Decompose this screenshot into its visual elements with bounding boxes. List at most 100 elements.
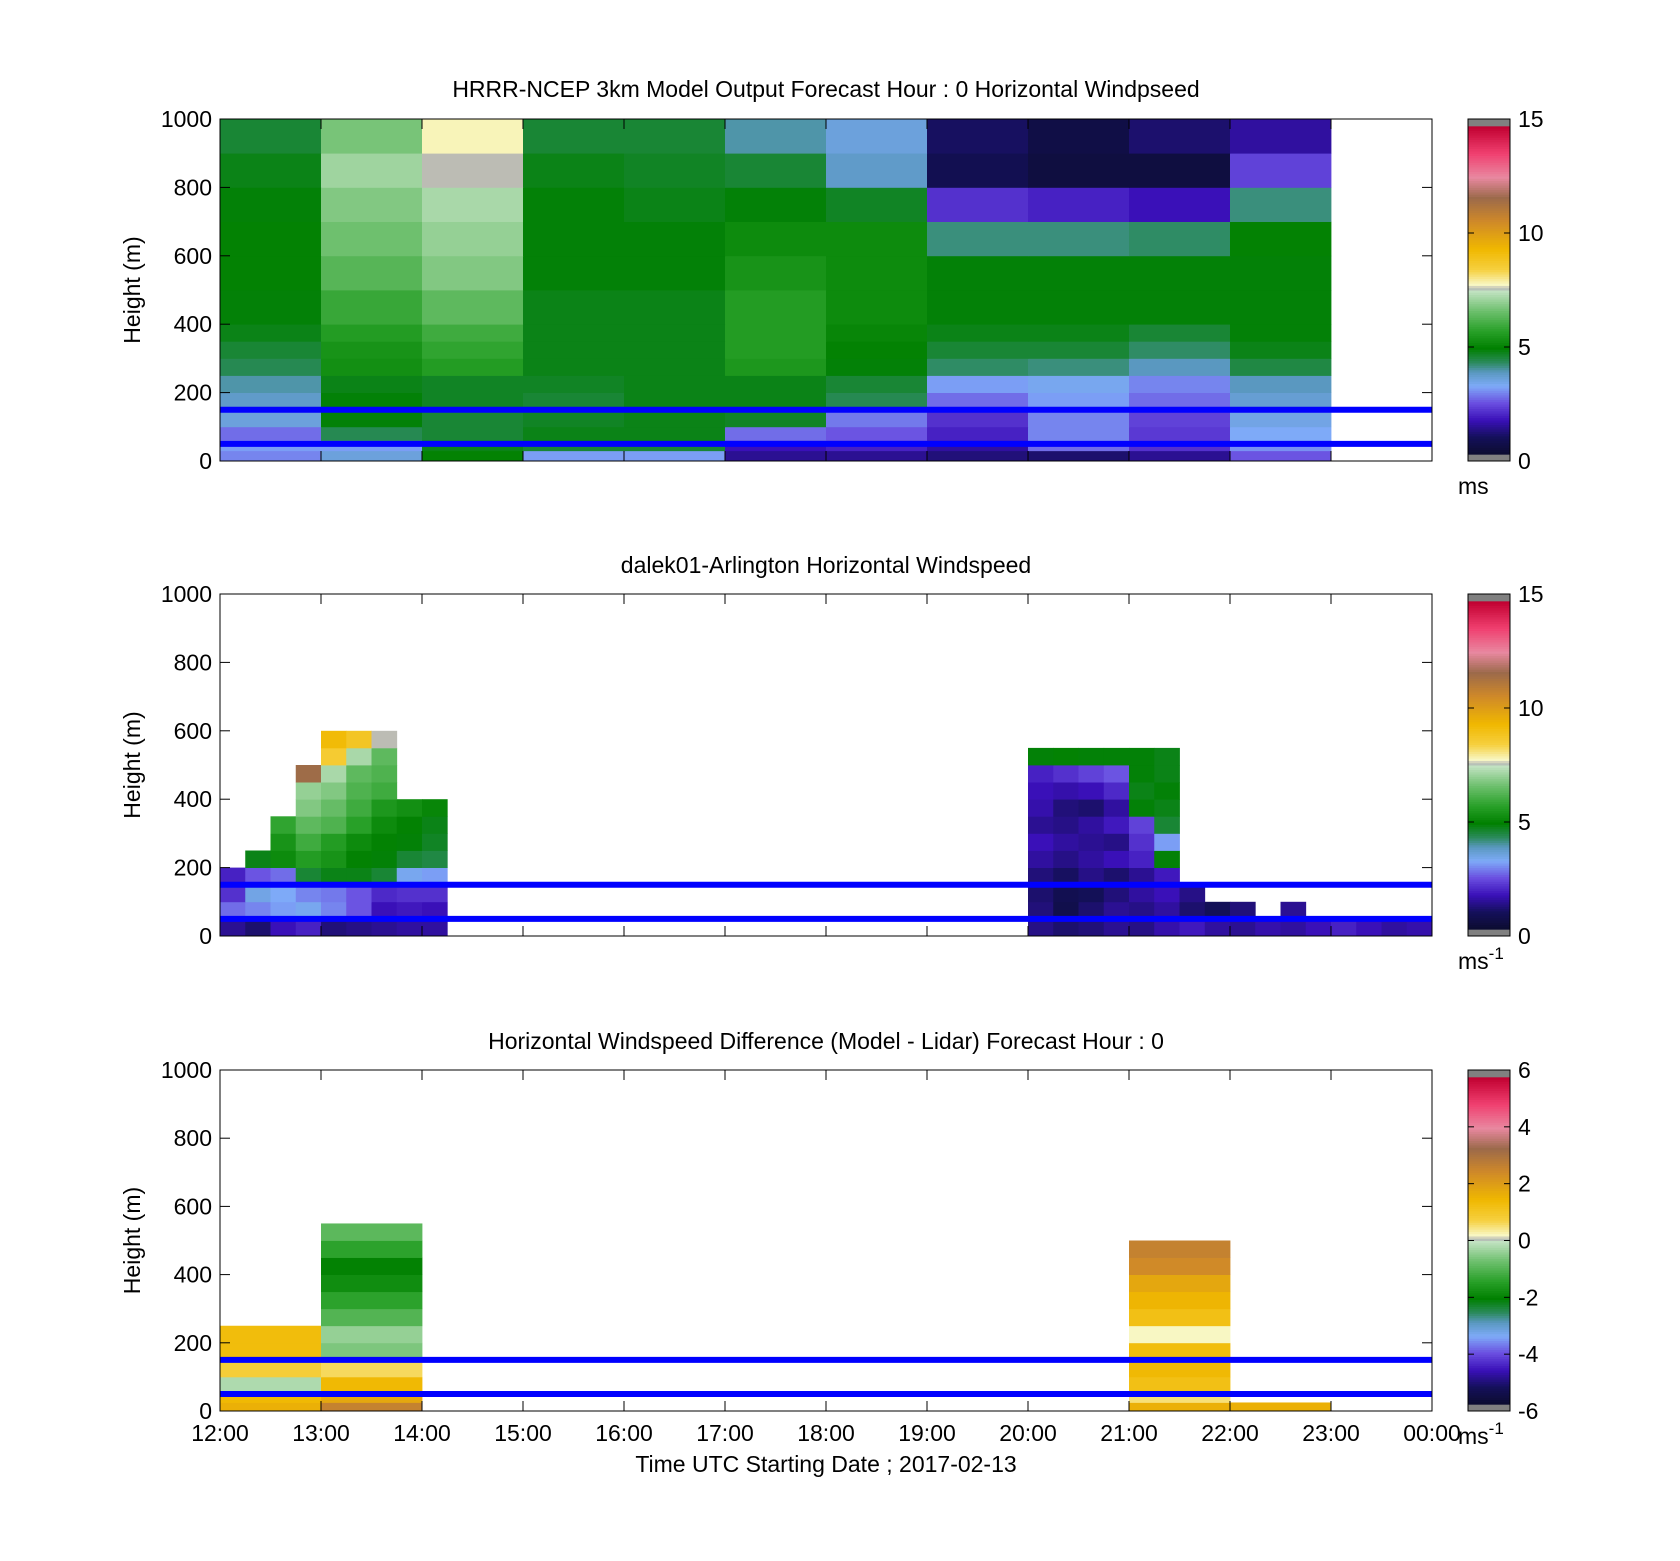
colorbar-swatch <box>1468 758 1510 761</box>
heatmap-cell <box>220 290 322 325</box>
heatmap-cell <box>1129 918 1155 937</box>
heatmap-cell <box>523 426 625 441</box>
heatmap-cell <box>826 255 928 291</box>
colorbar-swatch <box>1468 1179 1510 1182</box>
colorbar-swatch <box>1468 128 1510 131</box>
colorbar-swatch <box>1468 201 1510 204</box>
colorbar-swatch <box>1468 401 1510 405</box>
colorbar-swatch <box>1468 262 1510 266</box>
colorbar-swatch <box>1468 1074 1510 1078</box>
heatmap-cell <box>1103 918 1130 937</box>
heatmap-cell <box>1028 867 1054 886</box>
colorbar-swatch <box>1468 328 1510 332</box>
colorbar-swatch <box>1468 1301 1510 1305</box>
colorbar-swatch <box>1468 1242 1510 1246</box>
y-tick-label: 600 <box>174 718 212 744</box>
colorbar-swatch <box>1468 362 1510 366</box>
colorbar-swatch <box>1468 1276 1510 1280</box>
colorbar-swatch <box>1468 612 1510 616</box>
colorbar-swatch <box>1468 315 1510 318</box>
heatmap-cell <box>1028 816 1054 834</box>
heatmap-cell <box>1053 918 1079 937</box>
colorbar-swatch <box>1468 828 1510 832</box>
colorbar-swatch <box>1468 714 1510 718</box>
colorbar-swatch <box>1468 876 1510 880</box>
colorbar-swatch <box>1468 835 1510 839</box>
colorbar-swatch <box>1468 258 1510 261</box>
colorbar-swatch <box>1468 458 1510 462</box>
colorbar-swatch <box>1468 687 1510 691</box>
heatmap-cell <box>1028 747 1054 766</box>
heatmap-cell <box>1078 747 1105 766</box>
colorbar-swatch <box>1468 1204 1510 1207</box>
colorbar-swatch <box>1468 1174 1510 1178</box>
heatmap-cell <box>927 392 1029 411</box>
x-tick-label: 20:00 <box>999 1420 1057 1446</box>
colorbar-swatch <box>1468 931 1510 935</box>
colorbar-swatch <box>1468 1072 1510 1076</box>
heatmap-cell <box>371 765 398 783</box>
colorbar-swatch <box>1468 413 1510 416</box>
colorbar-swatch <box>1468 717 1510 720</box>
colorbar-swatch <box>1468 1095 1510 1098</box>
colorbar-swatch <box>1468 1122 1510 1126</box>
colorbar-swatch <box>1468 603 1510 606</box>
colorbar-swatch <box>1468 301 1510 305</box>
colorbar-swatch <box>1468 1299 1510 1303</box>
colorbar-swatch <box>1468 1374 1510 1378</box>
heatmap-cell <box>396 867 423 886</box>
heatmap-cell <box>927 409 1029 428</box>
colorbar-swatch <box>1468 237 1510 241</box>
y-tick-label: 800 <box>174 174 212 200</box>
colorbar-swatch <box>1468 641 1510 645</box>
colorbar-swatch <box>1468 388 1510 391</box>
heatmap-cell <box>1129 426 1231 441</box>
colorbar-swatch <box>1468 1333 1510 1337</box>
colorbar-swatch <box>1468 1081 1510 1085</box>
colorbar-swatch <box>1468 1235 1510 1239</box>
colorbar-swatch <box>1468 144 1510 147</box>
colorbar-swatch <box>1468 214 1510 218</box>
heatmap-cell <box>1129 901 1155 920</box>
heatmap-cell <box>725 255 827 291</box>
heatmap-cell <box>1331 918 1357 937</box>
colorbar-swatch <box>1468 372 1510 375</box>
colorbar-swatch <box>1468 217 1510 220</box>
colorbar-swatch <box>1468 803 1510 807</box>
heatmap-cell <box>371 850 398 868</box>
colorbar-swatch <box>1468 644 1510 647</box>
heatmap-cell <box>1129 884 1155 903</box>
heatmap-cell <box>1053 833 1079 851</box>
colorbar-swatch <box>1468 1267 1510 1271</box>
colorbar-swatch <box>1468 221 1510 225</box>
heatmap-cell <box>826 375 928 393</box>
colorbar-swatch <box>1468 1154 1510 1157</box>
colorbar-unit: ms-1 <box>1458 1419 1504 1449</box>
colorbar-tick-label: 6 <box>1518 1057 1531 1083</box>
heatmap-cell <box>523 450 625 462</box>
colorbar-swatch <box>1468 696 1510 700</box>
heatmap-cell <box>422 833 448 851</box>
heatmap-cell <box>1053 782 1079 800</box>
heatmap-cell <box>1230 153 1332 188</box>
colorbar-swatch <box>1468 787 1510 791</box>
colorbar-unit: ms <box>1458 473 1489 499</box>
colorbar-swatch <box>1468 166 1510 170</box>
heatmap-cell <box>321 1402 423 1412</box>
heatmap-cell <box>396 901 423 920</box>
heatmap-cell <box>1230 324 1332 342</box>
heatmap-cell <box>321 1274 423 1293</box>
heatmap-cell <box>1129 867 1155 886</box>
colorbar-swatch <box>1468 1288 1510 1292</box>
colorbar-tick-label: 4 <box>1518 1114 1531 1140</box>
heatmap-cell <box>1230 901 1256 920</box>
heatmap-cell <box>220 918 246 937</box>
heatmap-cell <box>220 187 322 222</box>
heatmap-cell <box>1129 1257 1231 1275</box>
heatmap-cell <box>1078 850 1105 868</box>
colorbar-swatch <box>1468 619 1510 622</box>
heatmap-cell <box>1129 1342 1231 1361</box>
heatmap-cell <box>220 409 322 428</box>
colorbar-swatch <box>1468 351 1510 355</box>
colorbar-swatch <box>1468 605 1510 609</box>
